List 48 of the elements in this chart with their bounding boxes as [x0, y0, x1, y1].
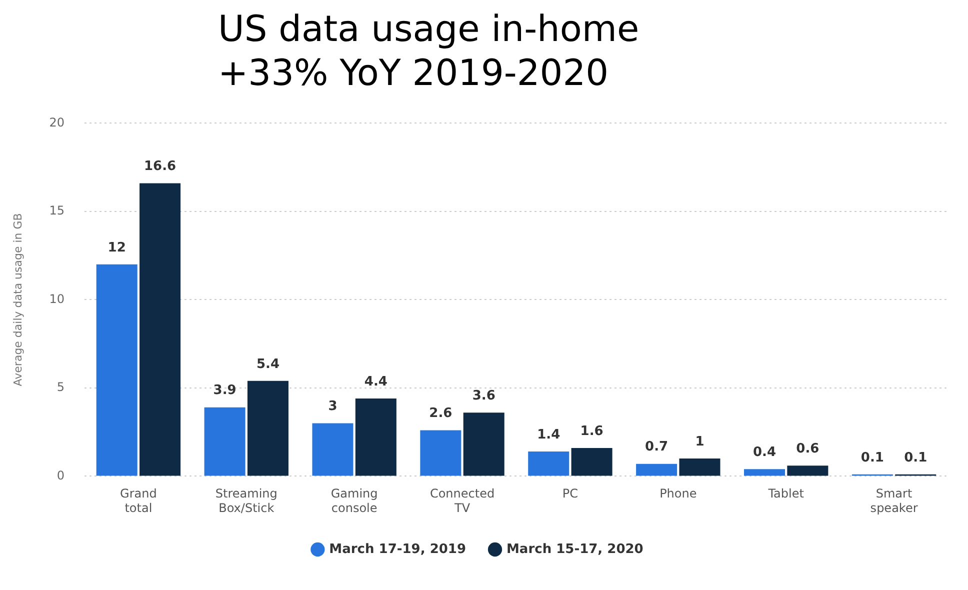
y-axis-title: Average daily data usage in GB [11, 213, 24, 386]
data-label: 1.6 [580, 424, 604, 439]
x-tick-label: Streaming Box/Stick [215, 486, 278, 515]
chart-subtitle: +33% YoY 2019-2020 [218, 52, 610, 96]
legend-label: March 15-17, 2020 [506, 542, 644, 557]
bar [571, 448, 612, 476]
data-label: 3.9 [213, 383, 236, 398]
data-label: 16.6 [144, 159, 176, 174]
data-label: 5.4 [256, 356, 280, 372]
bar [247, 380, 288, 476]
x-tick-label: Grand total [120, 486, 157, 515]
bar [744, 469, 786, 476]
bar [528, 451, 570, 476]
bar [312, 423, 354, 476]
x-tick-label: Smart speaker [870, 486, 918, 515]
y-tick-label: 20 [49, 115, 64, 130]
bar [96, 264, 138, 476]
data-label: 12 [108, 240, 126, 256]
x-tick-label: Tablet [767, 486, 804, 501]
data-label: 2.6 [429, 406, 452, 422]
y-tick-label: 0 [56, 468, 64, 482]
data-label: 0.6 [796, 441, 820, 456]
data-label: 0.1 [904, 450, 928, 466]
data-label: 1.4 [537, 427, 560, 442]
legend-label: March 17-19, 2019 [329, 542, 466, 557]
bar [787, 466, 828, 476]
chart-title: US data usage in-home [218, 8, 640, 52]
data-label: 0.4 [752, 445, 776, 460]
bar [355, 398, 396, 476]
data-label: 0.7 [645, 440, 668, 455]
x-tick-label: Connected TV [430, 486, 495, 515]
data-label: 3.6 [472, 388, 496, 404]
x-tick-label: PC [562, 486, 578, 501]
bar [636, 464, 678, 476]
data-label: 1 [695, 434, 704, 450]
y-tick-label: 10 [49, 292, 64, 306]
y-tick-label: 5 [56, 380, 64, 394]
bar [140, 183, 181, 476]
y-tick-label: 15 [49, 204, 64, 218]
bar [204, 407, 246, 476]
data-label: 0.1 [860, 450, 884, 466]
bar [679, 458, 720, 476]
bar [420, 430, 462, 476]
data-label: 3 [328, 399, 338, 414]
x-tick-label: Phone [660, 486, 697, 501]
x-tick-label: Gaming console [330, 486, 378, 515]
bar [463, 412, 504, 476]
data-label: 4.4 [364, 374, 388, 390]
